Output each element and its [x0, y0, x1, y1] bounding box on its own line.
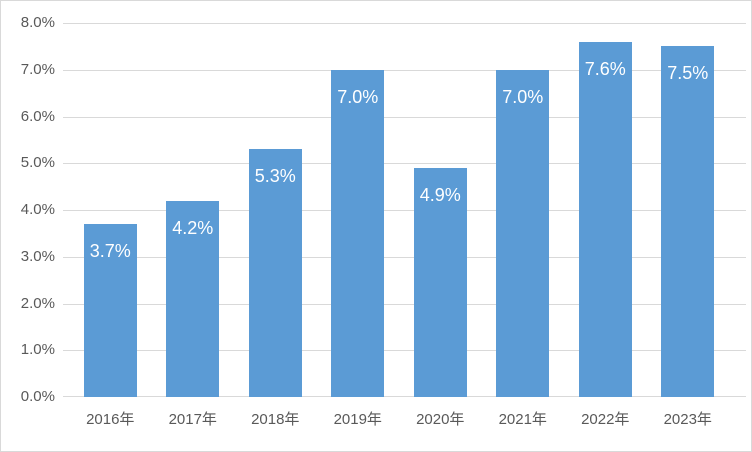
gridline	[63, 350, 746, 352]
y-axis-tick-label: 3.0%	[20, 247, 55, 265]
gridline	[63, 210, 746, 211]
bar: 7.0%	[331, 69, 385, 397]
bar-value-label: 7.0%	[502, 86, 544, 107]
bar-value-label: 4.9%	[419, 184, 461, 205]
x-axis-tick-label: 2016年	[86, 411, 135, 428]
bar-value-label: 4.2%	[172, 217, 214, 238]
gridline	[63, 23, 746, 24]
y-axis-tick-label: 6.0%	[20, 107, 55, 125]
x-axis-line	[63, 396, 746, 397]
bar-slot: 7.5%	[647, 23, 730, 397]
bar-value-label: 3.7%	[89, 241, 131, 262]
bar-value-label: 7.0%	[337, 86, 379, 107]
bar: 4.2%	[166, 200, 220, 397]
y-axis-tick-label: 5.0%	[20, 154, 55, 172]
y-axis-tick-label: 0.0%	[20, 388, 55, 405]
bar-value-label: 7.5%	[667, 63, 709, 84]
bar-slot: 4.9%	[399, 23, 482, 397]
gridline	[63, 163, 746, 165]
y-axis-tick-label: 7.0%	[20, 60, 55, 78]
y-axis-tick-label: 1.0%	[20, 341, 55, 359]
bar: 7.0%	[496, 69, 550, 397]
x-axis-tick-label: 2017年	[168, 411, 217, 428]
plot-area: 3.7% 4.2% 5.3% 7.0% 4.9% 7.0% 7.6% 7.5%	[63, 23, 746, 397]
x-axis-tick-label: 2018年	[251, 411, 300, 428]
y-axis-tick-label: 2.0%	[20, 294, 55, 312]
gridline	[63, 256, 746, 258]
x-axis-tick-label: 2020年	[416, 411, 465, 428]
bar-slot: 5.3%	[234, 23, 317, 397]
bar-slot: 7.6%	[564, 23, 647, 397]
gridline	[63, 303, 746, 305]
bar-slot: 4.2%	[152, 23, 235, 397]
bar-value-label: 5.3%	[254, 166, 296, 187]
x-axis-tick-label: 2023年	[663, 411, 712, 428]
x-axis-tick-label: 2019年	[333, 411, 382, 428]
bar: 7.5%	[661, 46, 715, 397]
bar-value-label: 7.6%	[584, 58, 626, 79]
bar-series: 3.7% 4.2% 5.3% 7.0% 4.9% 7.0% 7.6% 7.5%	[63, 23, 746, 397]
bar-slot: 7.0%	[482, 23, 565, 397]
bar: 5.3%	[248, 149, 302, 397]
y-axis-tick-label: 8.0%	[20, 14, 55, 31]
bar: 4.9%	[413, 167, 467, 397]
bar-slot: 7.0%	[317, 23, 400, 397]
bar-slot: 3.7%	[69, 23, 152, 397]
bar: 3.7%	[83, 224, 137, 397]
x-axis-labels: 2016年 2017年 2018年 2019年 2020年 2021年 2022年 2023年	[63, 410, 746, 430]
gridline	[63, 69, 746, 71]
x-axis-tick-label: 2021年	[498, 411, 547, 428]
gridline	[63, 116, 746, 118]
bar: 7.6%	[578, 41, 632, 397]
x-axis-tick-label: 2022年	[581, 411, 630, 428]
y-axis-tick-label: 4.0%	[20, 201, 55, 218]
